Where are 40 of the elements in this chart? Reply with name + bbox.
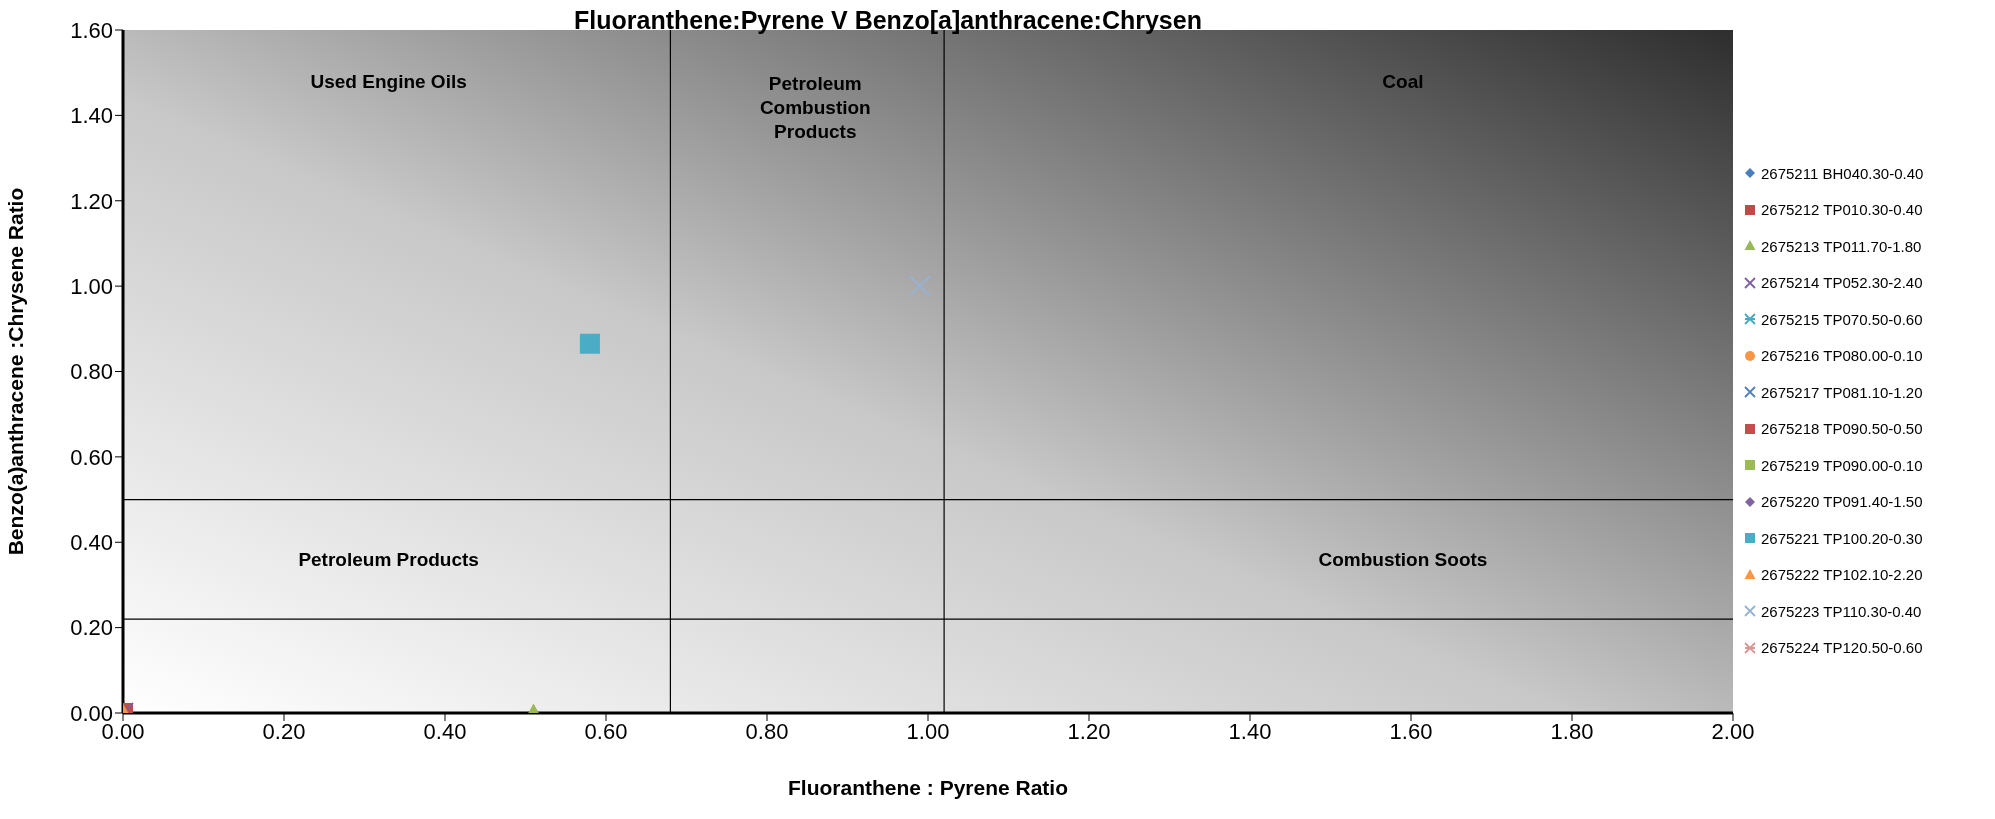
legend-label: 2675219 TP090.00-0.10 bbox=[1761, 456, 1923, 474]
x-tick-label: 1.40 bbox=[1228, 718, 1272, 744]
legend-label: 2675223 TP110.30-0.40 bbox=[1761, 602, 1922, 620]
x-tick-label: 0.60 bbox=[584, 718, 628, 744]
annotation: Used Engine Oils bbox=[310, 70, 467, 92]
annotation: Combustion Soots bbox=[1318, 548, 1488, 570]
x-tick-label: 2.00 bbox=[1711, 718, 1755, 744]
y-axis-title: Benzo(a)anthracene :Chrysene Ratio bbox=[4, 187, 28, 556]
y-tick-label: 0.40 bbox=[70, 530, 113, 556]
x-axis-title: Fluoranthene : Pyrene Ratio bbox=[787, 776, 1069, 799]
x-tick-label: 1.00 bbox=[906, 718, 950, 744]
chart-title: Fluoranthene:Pyrene V Benzo[a]anthracene:Chrysen bbox=[573, 6, 1203, 35]
x-tick-label: 1.80 bbox=[1550, 718, 1594, 744]
legend-label: 2675214 TP052.30-2.40 bbox=[1761, 274, 1923, 292]
x-tick-label: 0.20 bbox=[262, 718, 306, 744]
y-tick-label: 1.60 bbox=[70, 17, 113, 43]
annotation: Petroleum Combustion Products bbox=[759, 72, 871, 142]
annotation: Coal bbox=[1382, 70, 1424, 92]
legend-label: 2675217 TP081.10-1.20 bbox=[1761, 383, 1923, 401]
y-tick-label: 1.00 bbox=[70, 273, 113, 299]
legend-label: 2675221 TP100.20-0.30 bbox=[1761, 529, 1923, 547]
legend-label: 2675218 TP090.50-0.50 bbox=[1761, 420, 1923, 438]
y-tick-label: 0.20 bbox=[70, 615, 113, 641]
y-tick-label: 1.40 bbox=[70, 103, 113, 129]
legend-label: 2675211 BH040.30-0.40 bbox=[1761, 164, 1924, 182]
y-tick-label: 0.60 bbox=[70, 444, 113, 470]
legend-label: 2675224 TP120.50-0.60 bbox=[1761, 639, 1923, 657]
legend-label: 2675215 TP070.50-0.60 bbox=[1761, 310, 1923, 328]
y-tick-label: 0.80 bbox=[70, 359, 113, 385]
legend-label: 2675213 TP011.70-1.80 bbox=[1761, 237, 1922, 255]
x-tick-label: 0.80 bbox=[745, 718, 789, 744]
legend-label: 2675220 TP091.40-1.50 bbox=[1761, 493, 1923, 511]
legend-label: 2675222 TP102.10-2.20 bbox=[1761, 566, 1923, 584]
legend-label: 2675212 TP010.30-0.40 bbox=[1761, 201, 1923, 219]
legend-label: 2675216 TP080.00-0.10 bbox=[1761, 347, 1923, 365]
x-tick-label: 1.20 bbox=[1067, 718, 1111, 744]
x-tick-label: 0.40 bbox=[423, 718, 467, 744]
y-tick-label: 1.20 bbox=[70, 188, 113, 214]
annotation: Petroleum Products bbox=[298, 548, 479, 570]
x-tick-label: 1.60 bbox=[1389, 718, 1433, 744]
